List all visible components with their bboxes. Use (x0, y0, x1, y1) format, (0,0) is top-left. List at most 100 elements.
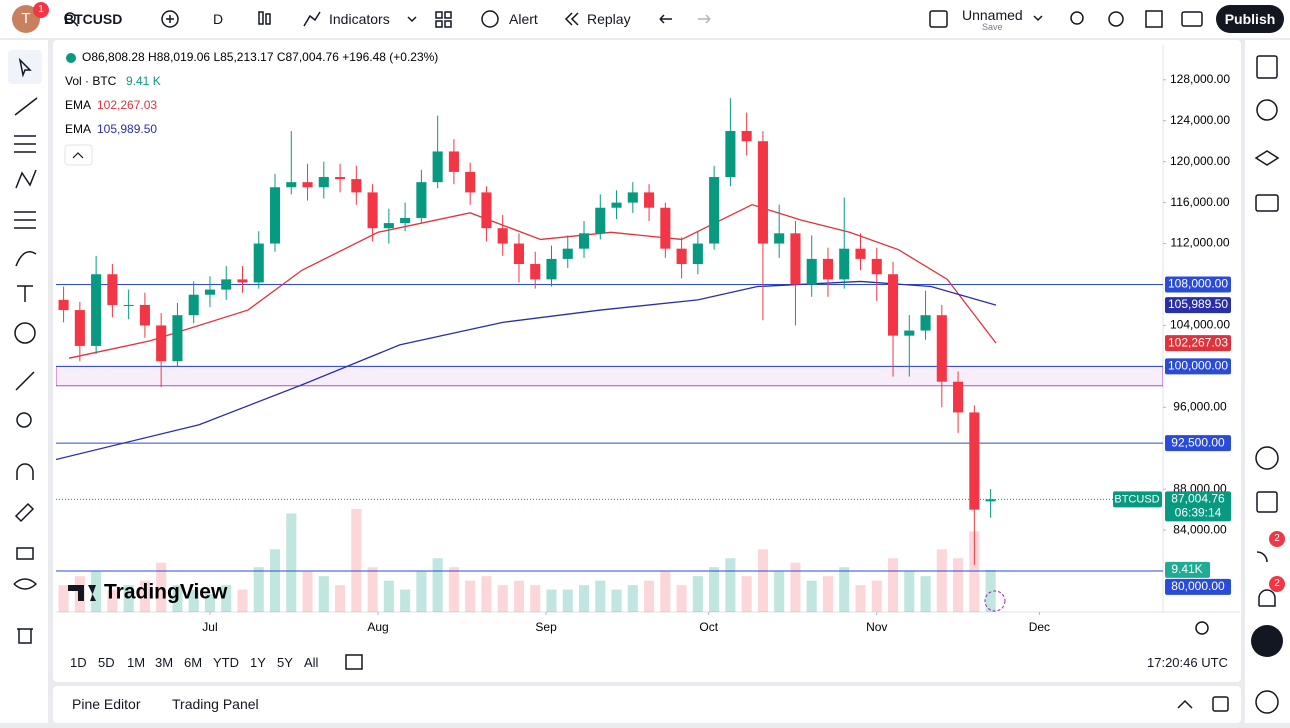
candle-body (969, 412, 980, 510)
timeframe[interactable]: 1M (127, 655, 146, 670)
volume-bar (188, 589, 199, 612)
logo (68, 585, 96, 601)
candle-body (188, 294, 199, 316)
publish-button[interactable]: Publish (1216, 5, 1284, 33)
symbol[interactable]: BTCUSD (64, 11, 123, 27)
candle-body (709, 177, 720, 244)
interval[interactable]: D (213, 11, 224, 27)
indicators[interactable]: Indicators (329, 11, 390, 27)
candle-body (790, 233, 801, 285)
timeframe-bar: 1D 5D 1M 3M 6M YTD 1Y 5Y All 17:20:46 UT… (53, 651, 1241, 675)
sidebar-icons (1251, 55, 1283, 714)
volume-bar (269, 549, 281, 612)
timeframe[interactable]: 6M (184, 655, 203, 670)
panel-tab[interactable]: Pine Editor (72, 696, 141, 712)
volume-bar (611, 589, 622, 612)
volume-bar (871, 580, 882, 612)
ema-line (68, 203, 997, 359)
volume-bar (237, 589, 248, 612)
volume-bar (91, 571, 102, 612)
candle-body (139, 304, 150, 326)
candle-body (156, 325, 167, 362)
countdown: 06:39:14 (1175, 506, 1222, 520)
volume-bar (806, 580, 817, 612)
ema-legend: EMA (65, 122, 91, 136)
zone (56, 365, 1163, 387)
layout-name[interactable]: Unnamed (962, 7, 1023, 23)
price-tag-label: 102,267.03 (1168, 335, 1228, 349)
top-bar: T 1 BTCUSD D Indicators Alert Replay Unn… (0, 0, 1290, 38)
candle-body (562, 248, 573, 259)
volume-bar (562, 589, 573, 612)
candle-body (481, 192, 492, 229)
candle-body (351, 179, 362, 193)
x-tick-label: Jul (202, 620, 217, 634)
volume-bar (286, 513, 297, 612)
panel-controls[interactable] (1173, 692, 1233, 716)
timeframe[interactable]: 5D (98, 655, 115, 670)
badge: 1 (33, 2, 49, 18)
candle-body (253, 243, 264, 283)
candle-body (302, 182, 313, 188)
timeframe[interactable]: YTD (213, 655, 239, 670)
candle-body (58, 299, 69, 311)
price-tag-label: 92,500.00 (1171, 435, 1225, 449)
timeframe[interactable]: 1D (70, 655, 87, 670)
candle-body (676, 248, 687, 265)
volume-bar (481, 576, 492, 612)
timeframe[interactable]: 3M (155, 655, 174, 670)
candle-body (237, 279, 248, 283)
ema-legend: EMA (65, 98, 91, 112)
volume-bar (204, 594, 216, 612)
save[interactable]: Save (982, 22, 1003, 32)
candle-body (806, 258, 817, 285)
chart: 84,000.0088,000.0096,000.00104,000.00112… (56, 45, 1240, 635)
x-tick-label: Nov (866, 620, 887, 634)
timeframe[interactable]: All (304, 655, 319, 670)
timeframe[interactable]: 1Y (250, 655, 266, 670)
volume-bar (676, 585, 687, 612)
ema-value: 105,989.50 (97, 122, 157, 136)
symbol-tag (1113, 491, 1162, 508)
timeframe[interactable]: 5Y (277, 655, 293, 670)
volume-bar (904, 571, 915, 612)
drawing-tools (8, 50, 42, 644)
replay[interactable]: Replay (587, 11, 631, 27)
clock: 17:20:46 UTC (1147, 655, 1228, 670)
candle-body (416, 182, 427, 218)
price-tag (1165, 358, 1231, 375)
volume-bar (578, 585, 590, 612)
ohlc-legend: O86,808.28 H88,019.06 L85,213.17 C87,004… (82, 50, 438, 64)
y-tick-label: 112,000.00 (1170, 236, 1229, 250)
volume-bar (855, 585, 866, 612)
date-range-icon[interactable] (343, 651, 367, 673)
candle-body (497, 228, 508, 244)
alert[interactable]: Alert (509, 11, 538, 27)
volume-bar (156, 562, 167, 612)
candle-body (367, 192, 378, 229)
volume-legend: Vol · BTC (65, 74, 117, 88)
candle-body (286, 182, 297, 188)
candle-body (757, 141, 768, 244)
last-price-label: 87,004.76 (1171, 492, 1225, 506)
panel-tab[interactable]: Trading Panel (172, 696, 259, 712)
right-sidebar: 2 2 (1245, 40, 1290, 723)
candle-body (546, 258, 557, 280)
badge: 2 (1269, 531, 1285, 547)
volume-bar (953, 558, 964, 612)
volume-bar (465, 580, 476, 612)
candle-body (692, 243, 703, 265)
candle-body (725, 130, 736, 178)
volume-bar (513, 580, 525, 612)
volume-bar (822, 576, 834, 612)
price-tag-label: 105,989.50 (1168, 297, 1228, 311)
price-tag-label: 100,000.00 (1168, 359, 1228, 373)
candle-body (448, 151, 459, 172)
volume-bar (383, 580, 394, 612)
y-tick-label: 128,000.00 (1170, 72, 1230, 86)
candle-body (644, 192, 655, 208)
y-tick-label: 84,000.00 (1173, 522, 1227, 536)
volume-bar (839, 567, 850, 612)
volume-bar (139, 580, 150, 612)
